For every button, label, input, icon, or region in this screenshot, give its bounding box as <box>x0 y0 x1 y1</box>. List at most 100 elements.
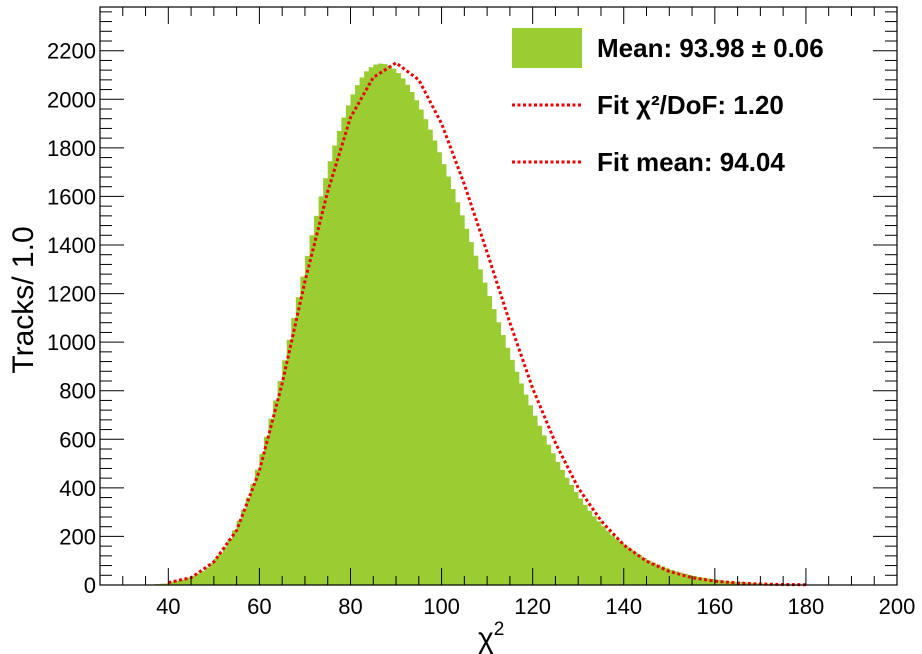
histogram-bar <box>641 558 647 585</box>
histogram-bar <box>437 152 442 586</box>
histogram-bar <box>423 119 429 585</box>
histogram-bar <box>236 520 242 585</box>
histogram-bar <box>532 415 538 585</box>
histogram-bar <box>628 549 634 585</box>
fit-curve-group <box>167 61 806 587</box>
histogram-bar <box>541 435 547 585</box>
histogram-bar <box>564 477 570 585</box>
histogram-bar <box>632 552 638 585</box>
legend-swatch-box <box>512 28 582 68</box>
legend: Mean: 93.98 ± 0.06 Fit χ²/DoF: 1.20 Fit me… <box>512 28 824 177</box>
y-tick-label: 1200 <box>47 282 96 307</box>
histogram-bar <box>377 63 383 585</box>
histogram-bar <box>432 140 438 585</box>
y-tick-label: 400 <box>59 476 96 501</box>
histogram-bar <box>696 576 702 585</box>
histogram-bar <box>655 564 661 585</box>
histogram-bar <box>733 581 738 585</box>
histogram-bar <box>341 117 347 585</box>
histogram-bar <box>368 67 374 586</box>
histogram-bar <box>427 129 433 585</box>
y-tick-label: 2000 <box>47 87 96 112</box>
histogram-bar <box>605 530 611 585</box>
x-tick-label: 80 <box>338 594 362 619</box>
histogram-bar <box>159 583 165 585</box>
histogram-bar <box>382 64 388 585</box>
histogram-bar <box>669 569 675 585</box>
histogram-bar <box>591 516 597 585</box>
y-axis-title: Tracks/ 1.0 <box>7 226 40 373</box>
histogram-bar <box>482 282 488 585</box>
histogram-bar <box>386 65 392 585</box>
histogram-bar <box>637 555 643 585</box>
histogram-bar <box>186 577 192 585</box>
axis-ticks <box>100 7 898 586</box>
x-tick-label: 100 <box>423 594 460 619</box>
histogram-bar <box>245 497 251 585</box>
histogram-bar <box>728 581 734 585</box>
histogram-bar <box>550 453 556 585</box>
histogram-bar <box>468 242 474 585</box>
histogram-bar <box>764 583 770 585</box>
histogram-bar <box>569 484 574 585</box>
histogram-bar <box>286 339 292 585</box>
x-axis-title: χ2 <box>478 619 504 654</box>
histogram-bar <box>537 425 543 585</box>
x-tick-label: 120 <box>514 594 551 619</box>
histogram-bar <box>373 64 379 585</box>
histogram-bar <box>582 504 588 585</box>
histogram-bar <box>528 405 533 585</box>
histogram-bar <box>619 542 625 585</box>
x-tick-label: 180 <box>788 594 825 619</box>
histogram-bar <box>355 85 360 585</box>
histogram-bar <box>172 581 178 585</box>
x-tick-label: 200 <box>879 594 916 619</box>
histogram-bar <box>673 571 679 585</box>
histogram-bar <box>277 381 283 585</box>
histogram-bar <box>646 560 652 585</box>
y-tick-label: 1800 <box>47 136 96 161</box>
histogram-bar <box>573 491 579 585</box>
histogram-bar <box>737 582 743 585</box>
histogram-bar <box>760 583 766 585</box>
x-tick-label: 60 <box>247 594 271 619</box>
x-axis-title-base: χ <box>478 622 494 654</box>
histogram-bar <box>327 161 333 585</box>
legend-label: Fit χ²/DoF: 1.20 <box>597 90 784 120</box>
histogram-bar <box>291 317 297 585</box>
histogram-bar <box>400 78 406 586</box>
histogram-bar <box>314 215 319 586</box>
histogram-bar <box>318 196 324 585</box>
histogram-bar <box>273 400 278 585</box>
histogram-bar <box>181 579 187 585</box>
histogram-bar <box>414 100 420 585</box>
histogram-bar <box>455 202 461 585</box>
histogram-bar <box>227 538 233 585</box>
histogram-bar <box>755 583 761 585</box>
y-tick-label: 0 <box>84 573 96 598</box>
y-tick-label: 600 <box>59 427 96 452</box>
histogram-bar <box>464 228 470 586</box>
y-tick-label: 1400 <box>47 233 96 258</box>
histogram-bar <box>523 394 529 585</box>
x-axis-title-superscript: 2 <box>494 619 505 640</box>
histogram-bar <box>364 71 370 586</box>
histogram-bar <box>446 176 452 585</box>
histogram-bar <box>450 189 456 585</box>
legend-label: Fit mean: 94.04 <box>597 147 785 177</box>
histogram-bar <box>491 309 497 585</box>
x-tick-label: 40 <box>156 594 180 619</box>
histogram-bar <box>678 572 684 585</box>
y-tick-label: 1600 <box>47 184 96 209</box>
histogram-bar <box>555 461 561 585</box>
histogram-bar <box>304 255 310 585</box>
x-tick-labels: 40 60 80 100 120 140 160 180 200 <box>156 594 915 619</box>
histogram-bar <box>496 322 502 585</box>
histogram-bar <box>701 577 707 585</box>
histogram-bar <box>623 546 629 585</box>
histogram-bar <box>459 215 465 585</box>
histogram-bar <box>204 567 210 585</box>
histogram-bar <box>332 145 338 585</box>
histogram-bar <box>710 579 716 585</box>
